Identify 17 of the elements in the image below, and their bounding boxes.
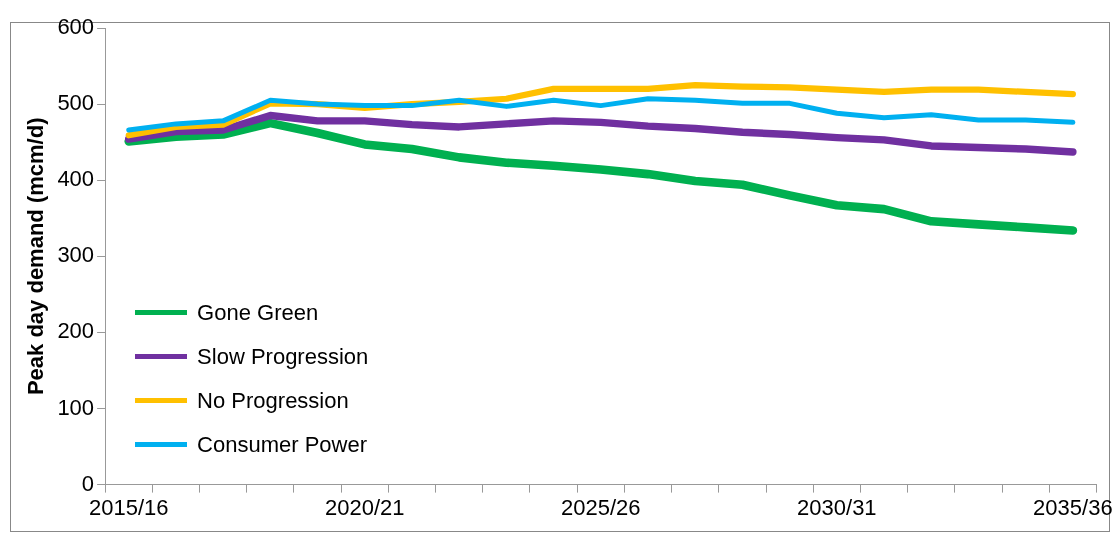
y-tick-label: 200 [57,318,95,344]
legend-label: Gone Green [197,299,319,326]
y-tick-label: 100 [57,394,95,420]
legend-label: Consumer Power [197,431,368,458]
legend-label: Slow Progression [197,343,369,370]
y-tick-label: 300 [57,242,95,268]
x-tick-label: 2020/21 [324,494,405,520]
y-tick-label: 600 [57,14,95,40]
x-tick-label: 2015/16 [88,494,169,520]
y-tick-label: 0 [81,470,95,496]
y-tick-label: 400 [57,166,95,192]
legend-label: No Progression [197,387,349,414]
y-axis-title: Peak day demand (mcm/d) [23,117,49,396]
y-tick-label: 500 [57,90,95,116]
x-tick-label: 2030/31 [797,494,877,520]
x-tick-label: 2025/26 [561,494,641,520]
x-tick-label: 2035/36 [1033,494,1113,520]
